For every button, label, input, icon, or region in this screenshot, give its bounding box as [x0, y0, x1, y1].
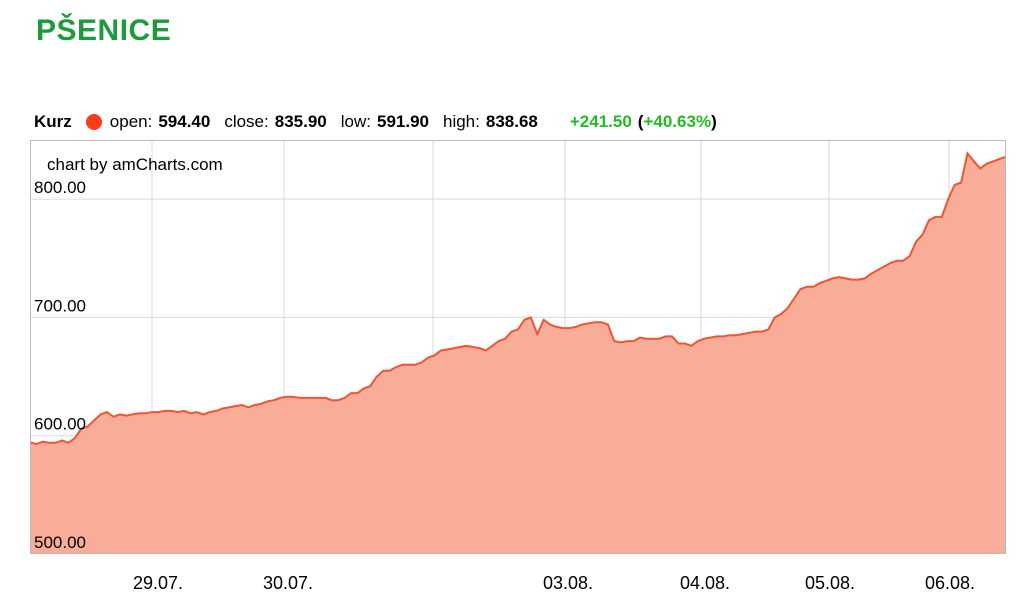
- legend-close-label: close:: [224, 112, 269, 131]
- y-axis-ticks: 500.00 600.00 700.00 800.00: [34, 178, 86, 552]
- y-tick-label: 800.00: [34, 178, 86, 197]
- chart-credit[interactable]: chart by amCharts.com: [47, 155, 223, 174]
- x-tick-label: 03.08.: [542, 573, 594, 593]
- legend-open-value: 594.40: [158, 112, 211, 131]
- legend-marker-icon: [85, 114, 102, 130]
- price-chart[interactable]: 500.00 600.00 700.00 800.00 chart by amChar…: [29, 140, 1007, 554]
- x-tick-label: 05.08.: [804, 573, 856, 593]
- x-tick-label: 04.08.: [679, 573, 731, 593]
- x-tick-label: 30.07.: [262, 573, 314, 593]
- plot-border: [30, 140, 1006, 554]
- y-tick-label: 700.00: [34, 296, 86, 315]
- x-tick-label: 29.07.: [132, 573, 184, 593]
- legend-low-label: low:: [340, 112, 371, 131]
- legend-high-value: 838.68: [485, 112, 538, 131]
- legend-change-value: +241.50: [569, 112, 632, 131]
- series-area-fill: [30, 153, 1006, 554]
- legend-close-value: 835.90: [274, 112, 327, 131]
- legend-open-label: open:: [109, 112, 153, 131]
- legend-change-percent-value: +40.63%: [643, 112, 712, 131]
- y-tick-label: 600.00: [34, 415, 86, 434]
- series-line: [29, 151, 1007, 446]
- y-tick-label: 500.00: [34, 533, 86, 552]
- legend-low-value: 591.90: [376, 112, 429, 131]
- x-tick-label: 06.08.: [924, 573, 976, 593]
- legend-series-name: Kurz: [34, 112, 72, 131]
- chart-svg[interactable]: 500.00 600.00 700.00 800.00 chart by amChar…: [29, 140, 1007, 554]
- legend-high-label: high:: [442, 112, 480, 131]
- chart-legend: Kurz open: 594.40 close: 835.90 low: 591…: [34, 109, 717, 135]
- legend-change-percent: (+40.63%): [637, 112, 717, 131]
- page-title: PŠENICE: [36, 14, 172, 47]
